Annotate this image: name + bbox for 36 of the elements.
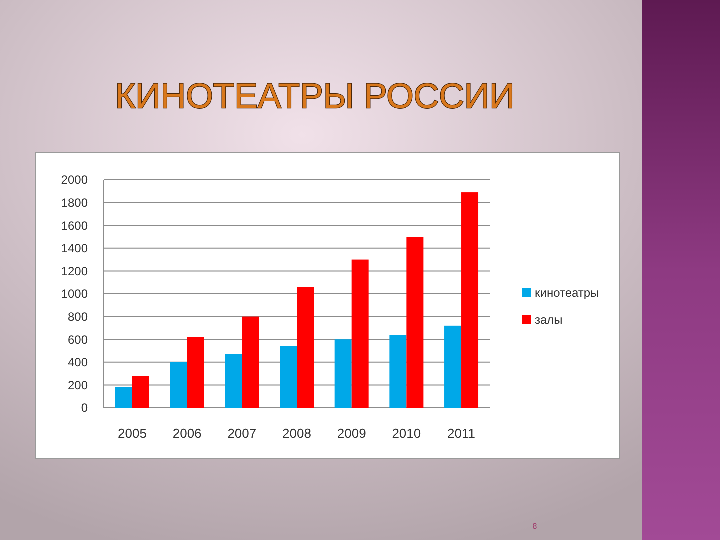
bar	[115, 387, 132, 408]
chart-title: КИНОТЕАТРЫ РОССИИ	[115, 77, 515, 116]
x-tick-label: 2006	[172, 426, 202, 441]
bar	[170, 362, 188, 408]
legend-label: залы	[535, 313, 563, 328]
bar	[187, 337, 204, 408]
y-tick-label: 1800	[61, 196, 88, 210]
bar	[297, 287, 314, 408]
y-tick-label: 800	[68, 310, 88, 324]
bar	[352, 260, 369, 408]
x-tick-label: 2008	[282, 426, 312, 441]
bar	[444, 326, 462, 408]
text: 8	[532, 522, 538, 531]
y-tick-label: 1400	[61, 242, 88, 256]
x-tick-label: 2011	[448, 426, 476, 441]
y-tick-label: 2000	[61, 173, 88, 188]
y-tick-label: 400	[68, 356, 88, 370]
bar	[225, 354, 242, 408]
bar	[406, 237, 424, 408]
bar	[280, 346, 297, 408]
bar	[242, 316, 260, 408]
bar	[334, 340, 352, 408]
bar	[390, 335, 407, 408]
x-tick-label: 2010	[392, 426, 422, 441]
y-tick-label: 0	[81, 401, 88, 416]
bar	[132, 376, 150, 408]
y-tick-label: 1600	[61, 218, 88, 233]
x-tick-label: 2009	[337, 426, 366, 441]
x-tick-label: 2007	[228, 426, 257, 441]
y-tick-label: 200	[68, 378, 88, 392]
y-tick-label: 1200	[61, 264, 88, 278]
bar	[462, 192, 479, 408]
y-tick-label: 1000	[61, 287, 88, 302]
legend-label: кинотеатры	[535, 286, 600, 300]
y-tick-label: 600	[68, 332, 88, 347]
x-tick-label: 2005	[118, 426, 147, 441]
